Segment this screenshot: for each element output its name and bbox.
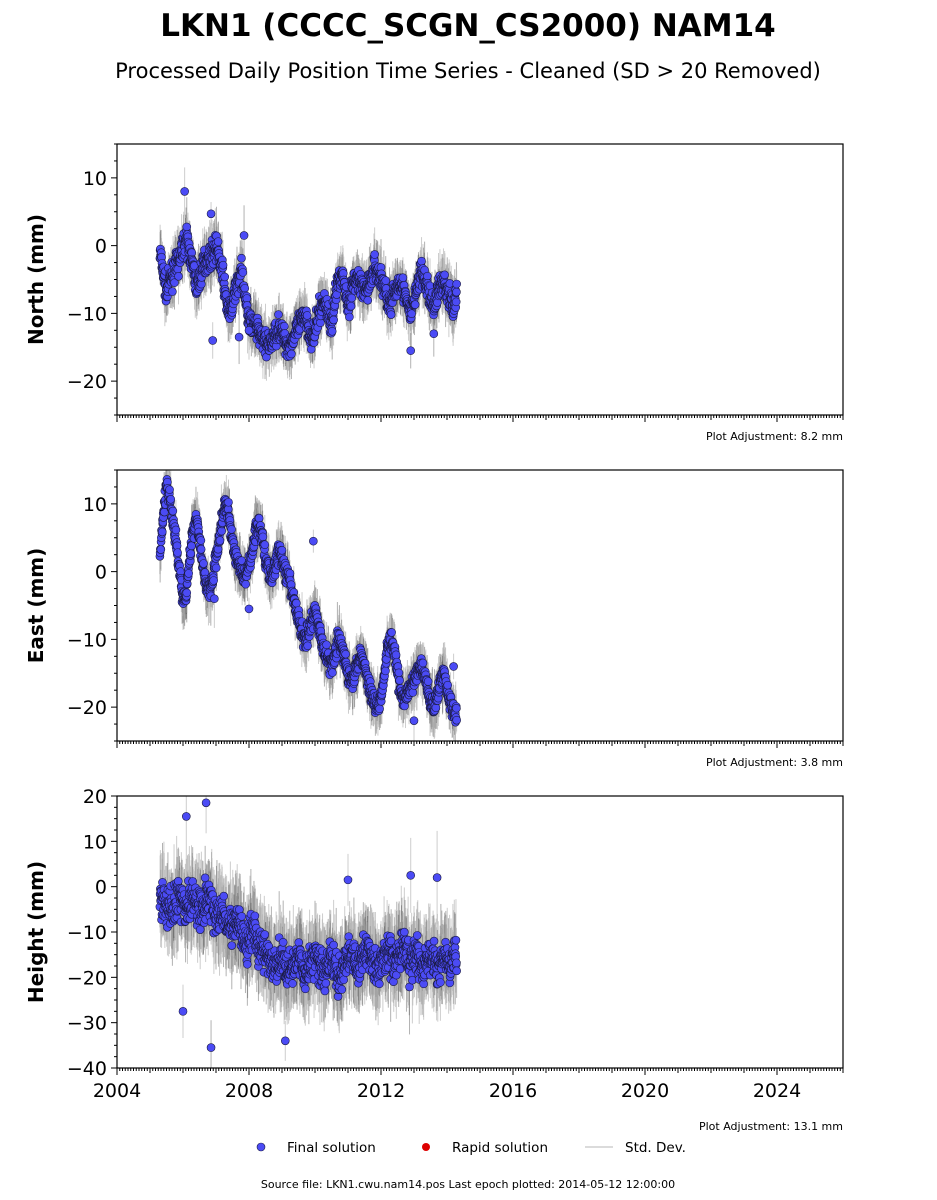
y-tick-label: −20 bbox=[67, 371, 107, 393]
final-point bbox=[182, 222, 192, 232]
final-point bbox=[429, 329, 439, 339]
final-point bbox=[277, 545, 287, 555]
final-point bbox=[423, 271, 432, 281]
final-point bbox=[170, 278, 179, 287]
final-point bbox=[258, 532, 268, 542]
final-point bbox=[165, 485, 174, 494]
final-point bbox=[215, 536, 225, 545]
final-point bbox=[227, 525, 236, 534]
final-point bbox=[238, 268, 248, 277]
final-point bbox=[166, 495, 176, 504]
final-point bbox=[381, 276, 391, 285]
final-point bbox=[168, 287, 177, 296]
final-point bbox=[410, 300, 420, 309]
final-point bbox=[211, 563, 221, 573]
north-panel: 10 0 −10 −20 North (mm) bbox=[24, 143, 844, 422]
final-point bbox=[370, 250, 379, 259]
final-point bbox=[347, 293, 357, 303]
figure-title: LKN1 (CCCC_SCGN_CS2000) NAM14 bbox=[160, 8, 776, 44]
final-point bbox=[180, 187, 189, 196]
final-point bbox=[239, 231, 249, 240]
final-point bbox=[209, 576, 218, 585]
final-point bbox=[240, 283, 250, 293]
final-point bbox=[280, 321, 289, 331]
final-point bbox=[329, 315, 338, 325]
final-point bbox=[218, 260, 228, 270]
final-point bbox=[451, 297, 461, 307]
final-point bbox=[322, 640, 331, 650]
final-point bbox=[244, 326, 254, 335]
final-point bbox=[208, 336, 217, 345]
final-point bbox=[328, 668, 337, 677]
final-point bbox=[184, 569, 193, 578]
final-point bbox=[327, 326, 337, 336]
final-point bbox=[171, 525, 181, 535]
final-solution-points bbox=[155, 475, 461, 727]
final-point bbox=[174, 272, 183, 281]
final-point bbox=[196, 536, 206, 545]
final-point bbox=[217, 526, 226, 536]
final-point bbox=[173, 548, 182, 557]
final-point bbox=[224, 497, 233, 507]
final-point bbox=[241, 579, 250, 589]
y-tick-label: 0 bbox=[95, 236, 107, 258]
final-point bbox=[206, 209, 216, 219]
plot-area bbox=[155, 167, 461, 381]
final-point bbox=[156, 545, 166, 554]
final-point bbox=[406, 346, 416, 355]
final-point bbox=[237, 253, 246, 263]
figure-subtitle: Processed Daily Position Time Series - C… bbox=[115, 59, 821, 83]
final-point bbox=[345, 312, 354, 322]
final-point bbox=[452, 279, 461, 289]
final-point bbox=[196, 544, 206, 554]
final-point bbox=[168, 506, 178, 516]
plot-area bbox=[155, 470, 461, 741]
final-point bbox=[363, 296, 373, 305]
y-axis-label: North (mm) bbox=[24, 214, 48, 345]
final-point bbox=[302, 311, 312, 320]
final-point bbox=[213, 237, 223, 246]
final-point bbox=[220, 272, 230, 282]
final-point bbox=[199, 559, 208, 568]
final-point bbox=[186, 549, 196, 558]
final-point bbox=[260, 540, 270, 550]
final-point bbox=[386, 310, 396, 319]
final-point bbox=[407, 309, 416, 318]
final-point bbox=[157, 527, 167, 537]
final-point bbox=[452, 287, 461, 297]
final-point bbox=[254, 513, 264, 523]
y-tick-label: −10 bbox=[67, 303, 107, 325]
final-solution-points bbox=[155, 187, 461, 362]
final-point bbox=[440, 270, 449, 280]
final-point bbox=[346, 301, 356, 311]
final-point bbox=[398, 273, 408, 283]
final-point bbox=[234, 332, 244, 342]
final-point bbox=[292, 598, 301, 608]
final-point bbox=[182, 588, 192, 598]
final-point bbox=[287, 349, 296, 359]
final-point bbox=[187, 541, 196, 551]
final-point bbox=[341, 649, 350, 659]
final-point bbox=[303, 641, 312, 651]
final-point bbox=[417, 256, 426, 266]
final-point bbox=[274, 310, 283, 319]
y-tick-label: 10 bbox=[83, 168, 107, 190]
stddev-bars bbox=[159, 470, 458, 741]
